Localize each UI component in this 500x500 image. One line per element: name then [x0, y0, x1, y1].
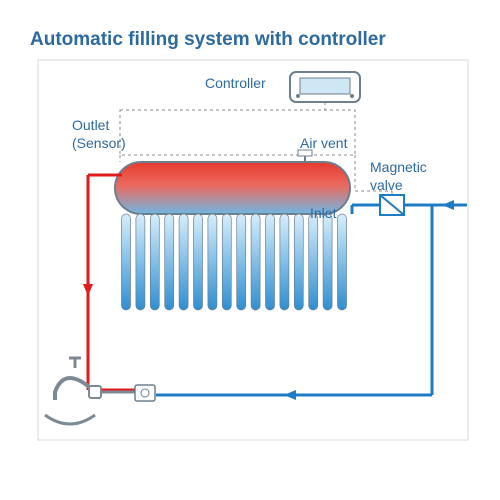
controller-unit: [290, 72, 360, 102]
airvent-label: Air vent: [300, 135, 348, 151]
faucet: [45, 358, 135, 424]
outlet-sensor-label: (Sensor): [72, 135, 126, 151]
controller-label: Controller: [205, 75, 266, 91]
air-vent: [298, 150, 312, 162]
magnetic-valve: [380, 195, 404, 215]
inlet-label: Inlet: [310, 205, 337, 221]
diagram-title: Automatic filling system with controller: [30, 29, 386, 50]
valve-label: valve: [370, 177, 403, 193]
diagram-canvas: Automatic filling system with controller…: [0, 0, 500, 500]
pipe-junction: [135, 385, 155, 401]
outlet-label: Outlet: [72, 117, 109, 133]
magnetic-label: Magnetic: [370, 159, 427, 175]
vacuum-tubes: [122, 214, 347, 310]
